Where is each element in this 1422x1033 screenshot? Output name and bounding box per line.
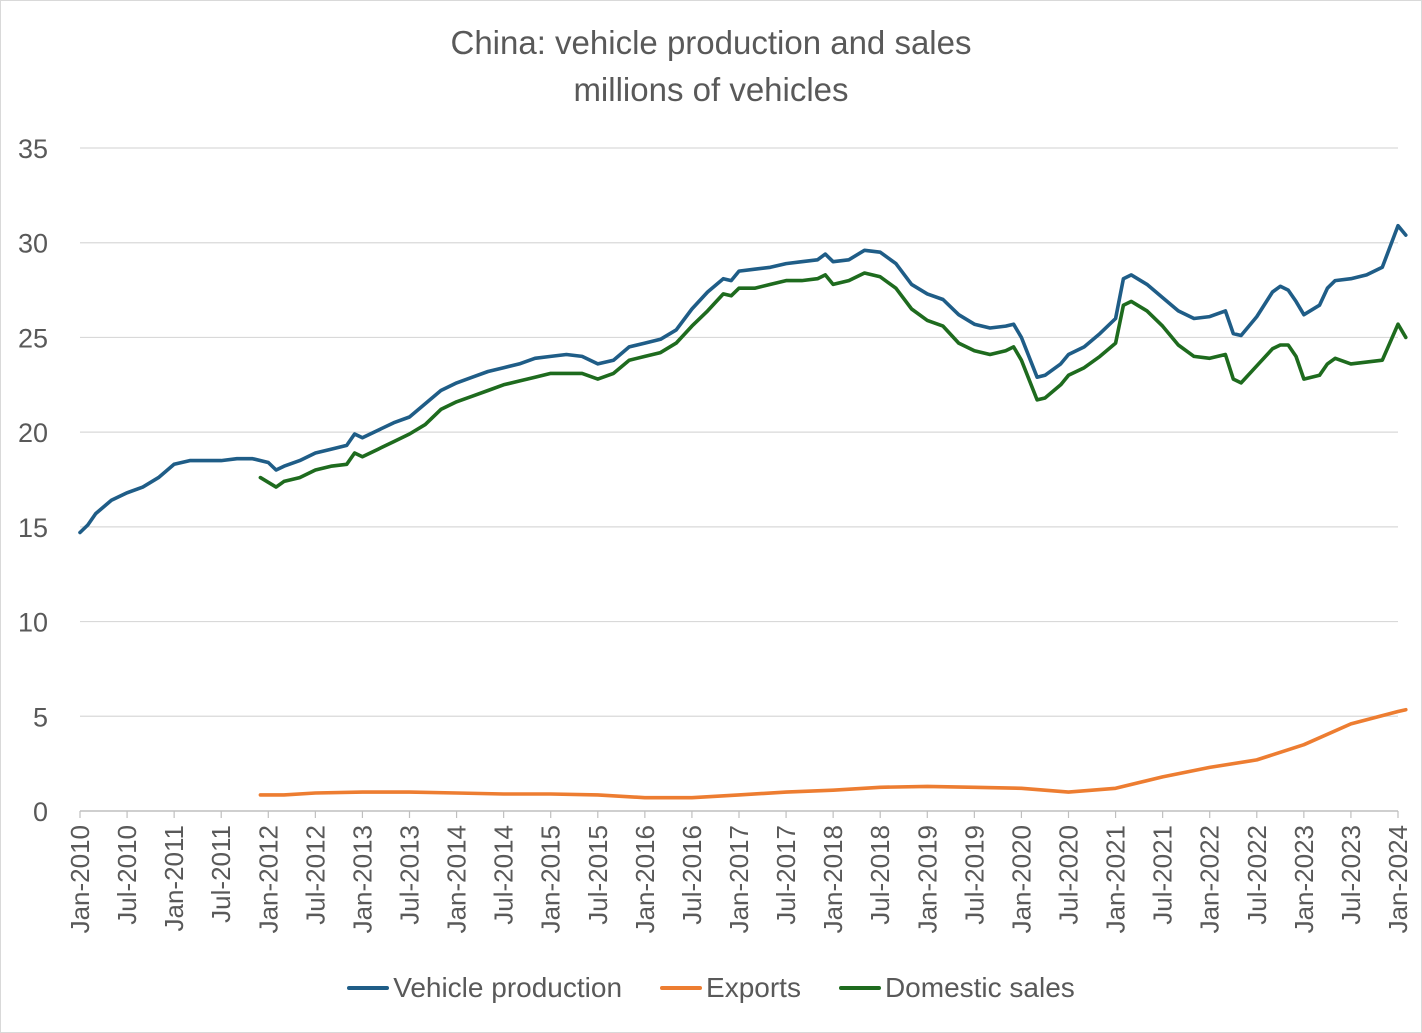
series-line-domestic-sales [258, 271, 1408, 489]
legend-item-domestic-sales: Domestic sales [838, 972, 1075, 1004]
y-tick-label-30: 30 [18, 229, 48, 259]
x-tick-label-jul-2019: Jul-2019 [959, 825, 989, 925]
x-tick-label-jan-2011: Jan-2011 [159, 825, 189, 932]
x-tick-label-jan-2018: Jan-2018 [818, 825, 848, 933]
x-tick-label-jul-2012: Jul-2012 [300, 825, 330, 925]
series-line-vehicle-production [78, 223, 1408, 535]
gridlines [79, 147, 1399, 818]
legend-item-vehicle-production: Vehicle production [347, 972, 622, 1004]
chart-title: China: vehicle production and sales [450, 24, 972, 61]
x-tick-label-jul-2016: Jul-2016 [677, 825, 707, 925]
x-tick-label-jan-2023: Jan-2023 [1289, 825, 1319, 933]
x-tick-label-jan-2021: Jan-2021 [1101, 825, 1131, 933]
legend-label-domestic-sales: Domestic sales [884, 972, 1075, 1003]
y-tick-label-0: 0 [33, 797, 48, 827]
x-tick-label-jan-2019: Jan-2019 [912, 825, 942, 933]
y-tick-label-10: 10 [18, 608, 48, 638]
y-tick-label-35: 35 [18, 134, 48, 164]
x-tick-label-jul-2015: Jul-2015 [583, 825, 613, 925]
x-tick-label-jan-2022: Jan-2022 [1195, 825, 1225, 933]
legend-item-exports: Exports [660, 972, 801, 1004]
x-tick-label-jan-2016: Jan-2016 [630, 825, 660, 933]
y-tick-label-5: 5 [33, 702, 48, 732]
x-tick-label-jul-2023: Jul-2023 [1336, 825, 1366, 925]
x-tick-label-jul-2022: Jul-2022 [1242, 825, 1272, 925]
series-line-exports [258, 707, 1408, 800]
x-tick-label-jul-2018: Jul-2018 [865, 825, 895, 925]
x-tick-label-jan-2024: Jan-2024 [1383, 825, 1413, 933]
legend-swatch-vehicle-production [347, 986, 390, 990]
y-tick-label-20: 20 [18, 418, 48, 448]
x-tick-label-jan-2020: Jan-2020 [1006, 825, 1036, 933]
x-tick-label-jul-2013: Jul-2013 [395, 825, 425, 925]
y-tick-label-15: 15 [18, 513, 48, 543]
x-tick-label-jan-2015: Jan-2015 [536, 825, 566, 933]
x-tick-label-jul-2014: Jul-2014 [489, 825, 519, 925]
legend: Vehicle production Exports Domestic sale… [0, 972, 1422, 1004]
legend-swatch-domestic-sales [838, 986, 881, 990]
x-axis-tick-labels: Jan-2010 Jul-2010 Jan-2011 Jul-2011 Jan-2012… [65, 825, 1413, 933]
x-tick-label-jul-2020: Jul-2020 [1054, 825, 1084, 925]
x-tick-label-jul-2011: Jul-2011 [206, 825, 236, 923]
x-tick-label-jan-2017: Jan-2017 [724, 825, 754, 933]
x-tick-label-jan-2012: Jan-2012 [253, 825, 283, 933]
legend-label-vehicle-production: Vehicle production [393, 972, 623, 1003]
x-tick-label-jul-2010: Jul-2010 [112, 825, 142, 925]
legend-swatch-exports [660, 986, 703, 990]
x-tick-label-jan-2010: Jan-2010 [65, 825, 95, 933]
x-tick-label-jul-2017: Jul-2017 [771, 825, 801, 925]
x-tick-label-jul-2021: Jul-2021 [1148, 825, 1178, 925]
y-tick-label-25: 25 [18, 323, 48, 353]
y-axis-tick-labels: 0 5 10 15 20 25 30 35 [18, 134, 48, 827]
chart-subtitle: millions of vehicles [573, 71, 849, 108]
legend-label-exports: Exports [706, 972, 801, 1003]
series-lines [78, 223, 1408, 800]
x-tick-label-jan-2013: Jan-2013 [347, 825, 377, 933]
x-tick-label-jan-2014: Jan-2014 [442, 825, 472, 933]
